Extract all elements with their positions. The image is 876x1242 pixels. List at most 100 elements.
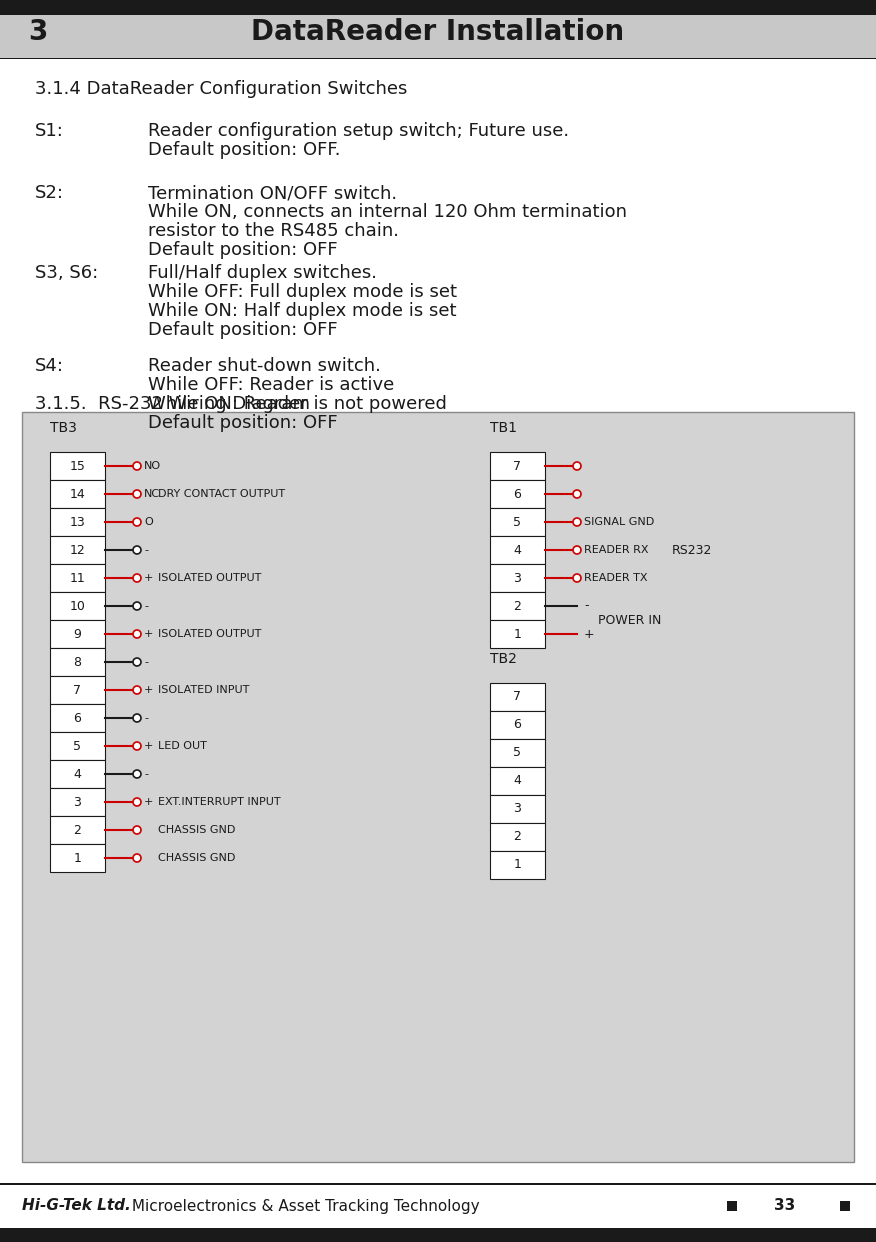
- Text: 6: 6: [513, 488, 521, 501]
- Text: 10: 10: [69, 600, 86, 612]
- Bar: [50, 452, 105, 479]
- Text: 5: 5: [513, 515, 521, 529]
- Text: 5: 5: [74, 739, 81, 753]
- Bar: [50, 537, 105, 564]
- Text: 3.1.5.  RS-232 Wiring Diagram: 3.1.5. RS-232 Wiring Diagram: [35, 395, 310, 414]
- Circle shape: [573, 574, 581, 582]
- Text: Full/Half duplex switches.: Full/Half duplex switches.: [148, 265, 377, 282]
- Text: -: -: [144, 601, 148, 611]
- Text: -: -: [144, 713, 148, 723]
- Bar: [50, 732, 105, 760]
- Text: O: O: [144, 517, 152, 527]
- Bar: [490, 739, 545, 768]
- Bar: [50, 479, 105, 508]
- Circle shape: [573, 518, 581, 527]
- Text: Reader configuration setup switch; Future use.: Reader configuration setup switch; Futur…: [148, 122, 569, 140]
- Text: While ON, connects an internal 120 Ohm termination: While ON, connects an internal 120 Ohm t…: [148, 202, 627, 221]
- Text: While OFF: Reader is active: While OFF: Reader is active: [148, 376, 394, 394]
- Bar: [727, 1201, 737, 1211]
- Text: 4: 4: [513, 775, 521, 787]
- Circle shape: [133, 462, 141, 469]
- Bar: [0, 0, 876, 14]
- Bar: [0, 1182, 876, 1185]
- Text: DRY CONTACT OUTPUT: DRY CONTACT OUTPUT: [158, 489, 285, 499]
- Text: While OFF: Full duplex mode is set: While OFF: Full duplex mode is set: [148, 283, 457, 301]
- Bar: [490, 537, 545, 564]
- Text: 7: 7: [74, 683, 81, 697]
- Bar: [490, 479, 545, 508]
- Text: 3: 3: [513, 802, 521, 816]
- Bar: [490, 508, 545, 537]
- Text: 4: 4: [74, 768, 81, 780]
- Text: 13: 13: [69, 515, 85, 529]
- Text: ISOLATED INPUT: ISOLATED INPUT: [158, 686, 250, 696]
- Text: While ON: Half duplex mode is set: While ON: Half duplex mode is set: [148, 302, 456, 320]
- Circle shape: [133, 602, 141, 610]
- Text: LED OUT: LED OUT: [158, 741, 207, 751]
- Text: S1:: S1:: [35, 122, 64, 140]
- Circle shape: [573, 491, 581, 498]
- Text: ISOLATED OUTPUT: ISOLATED OUTPUT: [158, 628, 261, 638]
- Text: 2: 2: [74, 823, 81, 837]
- Bar: [490, 564, 545, 592]
- Text: Default position: OFF.: Default position: OFF.: [148, 142, 341, 159]
- Text: ISOLATED OUTPUT: ISOLATED OUTPUT: [158, 573, 261, 582]
- Bar: [490, 592, 545, 620]
- Bar: [50, 564, 105, 592]
- Circle shape: [133, 574, 141, 582]
- Circle shape: [133, 741, 141, 750]
- Text: EXT.INTERRUPT INPUT: EXT.INTERRUPT INPUT: [158, 797, 280, 807]
- Text: 12: 12: [69, 544, 85, 556]
- Circle shape: [573, 462, 581, 469]
- Text: +: +: [144, 741, 153, 751]
- Text: -: -: [144, 545, 148, 555]
- Text: 5: 5: [513, 746, 521, 760]
- Text: Default position: OFF: Default position: OFF: [148, 320, 337, 339]
- Text: READER RX: READER RX: [584, 545, 648, 555]
- Text: CHASSIS GND: CHASSIS GND: [158, 825, 236, 835]
- Text: NO: NO: [144, 461, 161, 471]
- Text: 9: 9: [74, 627, 81, 641]
- Text: +: +: [144, 573, 153, 582]
- Bar: [840, 1201, 850, 1211]
- Bar: [490, 795, 545, 823]
- Text: 6: 6: [513, 719, 521, 732]
- Bar: [490, 683, 545, 710]
- Text: SIGNAL GND: SIGNAL GND: [584, 517, 654, 527]
- Bar: [50, 592, 105, 620]
- Circle shape: [573, 546, 581, 554]
- Bar: [50, 508, 105, 537]
- Text: CHASSIS GND: CHASSIS GND: [158, 853, 236, 863]
- Circle shape: [133, 686, 141, 694]
- Circle shape: [133, 714, 141, 722]
- Text: -: -: [144, 769, 148, 779]
- Bar: [22, 412, 854, 1163]
- Text: DataReader Installation: DataReader Installation: [251, 17, 625, 46]
- Text: TB3: TB3: [50, 421, 77, 435]
- Text: 14: 14: [69, 488, 85, 501]
- Text: TB1: TB1: [490, 421, 517, 435]
- Text: POWER IN: POWER IN: [598, 614, 661, 626]
- Text: 8: 8: [74, 656, 81, 668]
- Circle shape: [133, 546, 141, 554]
- Text: 7: 7: [513, 460, 521, 472]
- Text: +: +: [144, 686, 153, 696]
- Bar: [50, 760, 105, 787]
- Text: 3: 3: [28, 17, 47, 46]
- Circle shape: [133, 630, 141, 638]
- Text: 3.1.4 DataReader Configuration Switches: 3.1.4 DataReader Configuration Switches: [35, 79, 407, 98]
- Bar: [490, 452, 545, 479]
- Text: S2:: S2:: [35, 184, 64, 202]
- Text: Default position: OFF: Default position: OFF: [148, 414, 337, 432]
- Bar: [50, 704, 105, 732]
- Text: +: +: [144, 628, 153, 638]
- Bar: [50, 648, 105, 676]
- Circle shape: [133, 826, 141, 833]
- Bar: [490, 823, 545, 851]
- Bar: [0, 1228, 876, 1242]
- Circle shape: [133, 799, 141, 806]
- Text: TB2: TB2: [490, 652, 517, 666]
- Text: 2: 2: [513, 600, 521, 612]
- Bar: [50, 845, 105, 872]
- Text: 3: 3: [513, 571, 521, 585]
